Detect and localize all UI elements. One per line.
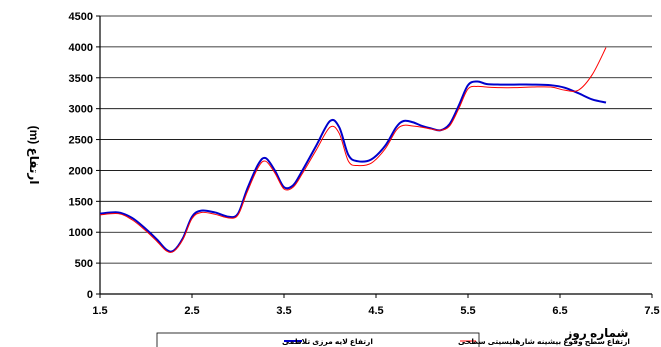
y-tick-labels: 0 500 1000 1500 2000 2500 3000 3500 4000 4500 bbox=[69, 11, 100, 301]
y-tick-label: 3500 bbox=[69, 73, 93, 85]
y-tick-label: 500 bbox=[75, 258, 93, 270]
y-tick-label: 1500 bbox=[69, 196, 93, 208]
x-axis-title: شماره روز bbox=[565, 326, 629, 341]
y-tick-label: 3000 bbox=[69, 104, 93, 116]
series-line-1 bbox=[99, 80, 607, 253]
x-tick-labels: 1.5 2.5 3.5 4.5 5.5 6.5 7.5 bbox=[92, 294, 660, 317]
y-tick-label: 4500 bbox=[69, 11, 93, 23]
legend: ارتفاع لایه مرزی تلاطمی ارتفاع سطح وقوع … bbox=[156, 332, 630, 347]
series-line-2 bbox=[99, 47, 607, 253]
y-tick-label: 2000 bbox=[69, 165, 93, 177]
x-tick-label: 3.5 bbox=[276, 305, 291, 317]
x-tick-label: 2.5 bbox=[184, 305, 199, 317]
legend-label-helicity-flux: ارتفاع سطح وقوع بیشینه شارهلیسیتی سطحی bbox=[458, 337, 630, 346]
x-tick-label: 4.5 bbox=[368, 305, 383, 317]
y-tick-label: 1000 bbox=[69, 227, 93, 239]
y-tick-label: 2500 bbox=[69, 135, 93, 147]
series-lines bbox=[99, 47, 607, 253]
y-axis-title: ارتفاع (m) bbox=[27, 126, 41, 185]
gridlines bbox=[100, 15, 652, 264]
y-tick-label: 4000 bbox=[69, 42, 93, 54]
x-tick-label: 6.5 bbox=[552, 305, 567, 317]
y-tick-label: 0 bbox=[87, 289, 93, 301]
x-tick-label: 7.5 bbox=[644, 305, 659, 317]
legend-box bbox=[156, 332, 480, 347]
x-tick-label: 5.5 bbox=[460, 305, 475, 317]
x-tick-label: 1.5 bbox=[92, 305, 107, 317]
legend-label-boundary-layer: ارتفاع لایه مرزی تلاطمی bbox=[282, 337, 373, 346]
